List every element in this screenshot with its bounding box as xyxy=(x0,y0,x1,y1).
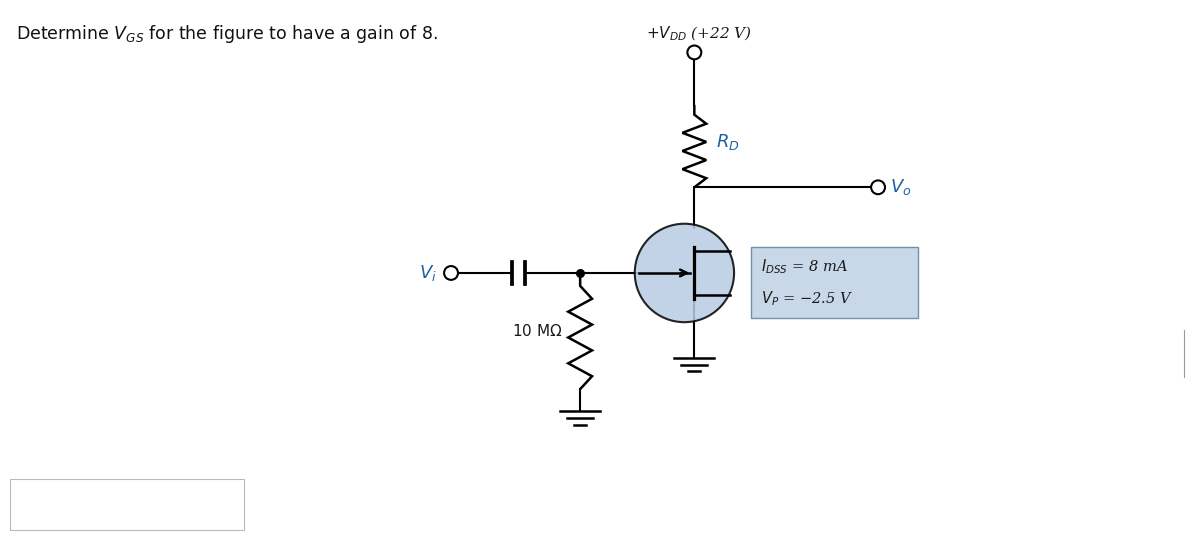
Text: $+V_{DD}$ (+22 V): $+V_{DD}$ (+22 V) xyxy=(647,24,752,43)
Circle shape xyxy=(444,266,458,280)
FancyBboxPatch shape xyxy=(751,247,918,318)
Circle shape xyxy=(871,180,886,194)
Circle shape xyxy=(635,224,734,322)
Text: $V_o$: $V_o$ xyxy=(890,177,912,197)
Circle shape xyxy=(688,45,701,60)
Text: $I_{DSS}$ = 8 mA: $I_{DSS}$ = 8 mA xyxy=(761,257,847,276)
Text: $R_D$: $R_D$ xyxy=(716,131,740,151)
Text: $V_P$ = $-$2.5 V: $V_P$ = $-$2.5 V xyxy=(761,290,853,308)
Text: $V_i$: $V_i$ xyxy=(419,263,437,283)
Text: 10 M$\Omega$: 10 M$\Omega$ xyxy=(511,323,563,339)
Text: Determine $V_{GS}$ for the figure to have a gain of 8.: Determine $V_{GS}$ for the figure to hav… xyxy=(16,23,438,45)
